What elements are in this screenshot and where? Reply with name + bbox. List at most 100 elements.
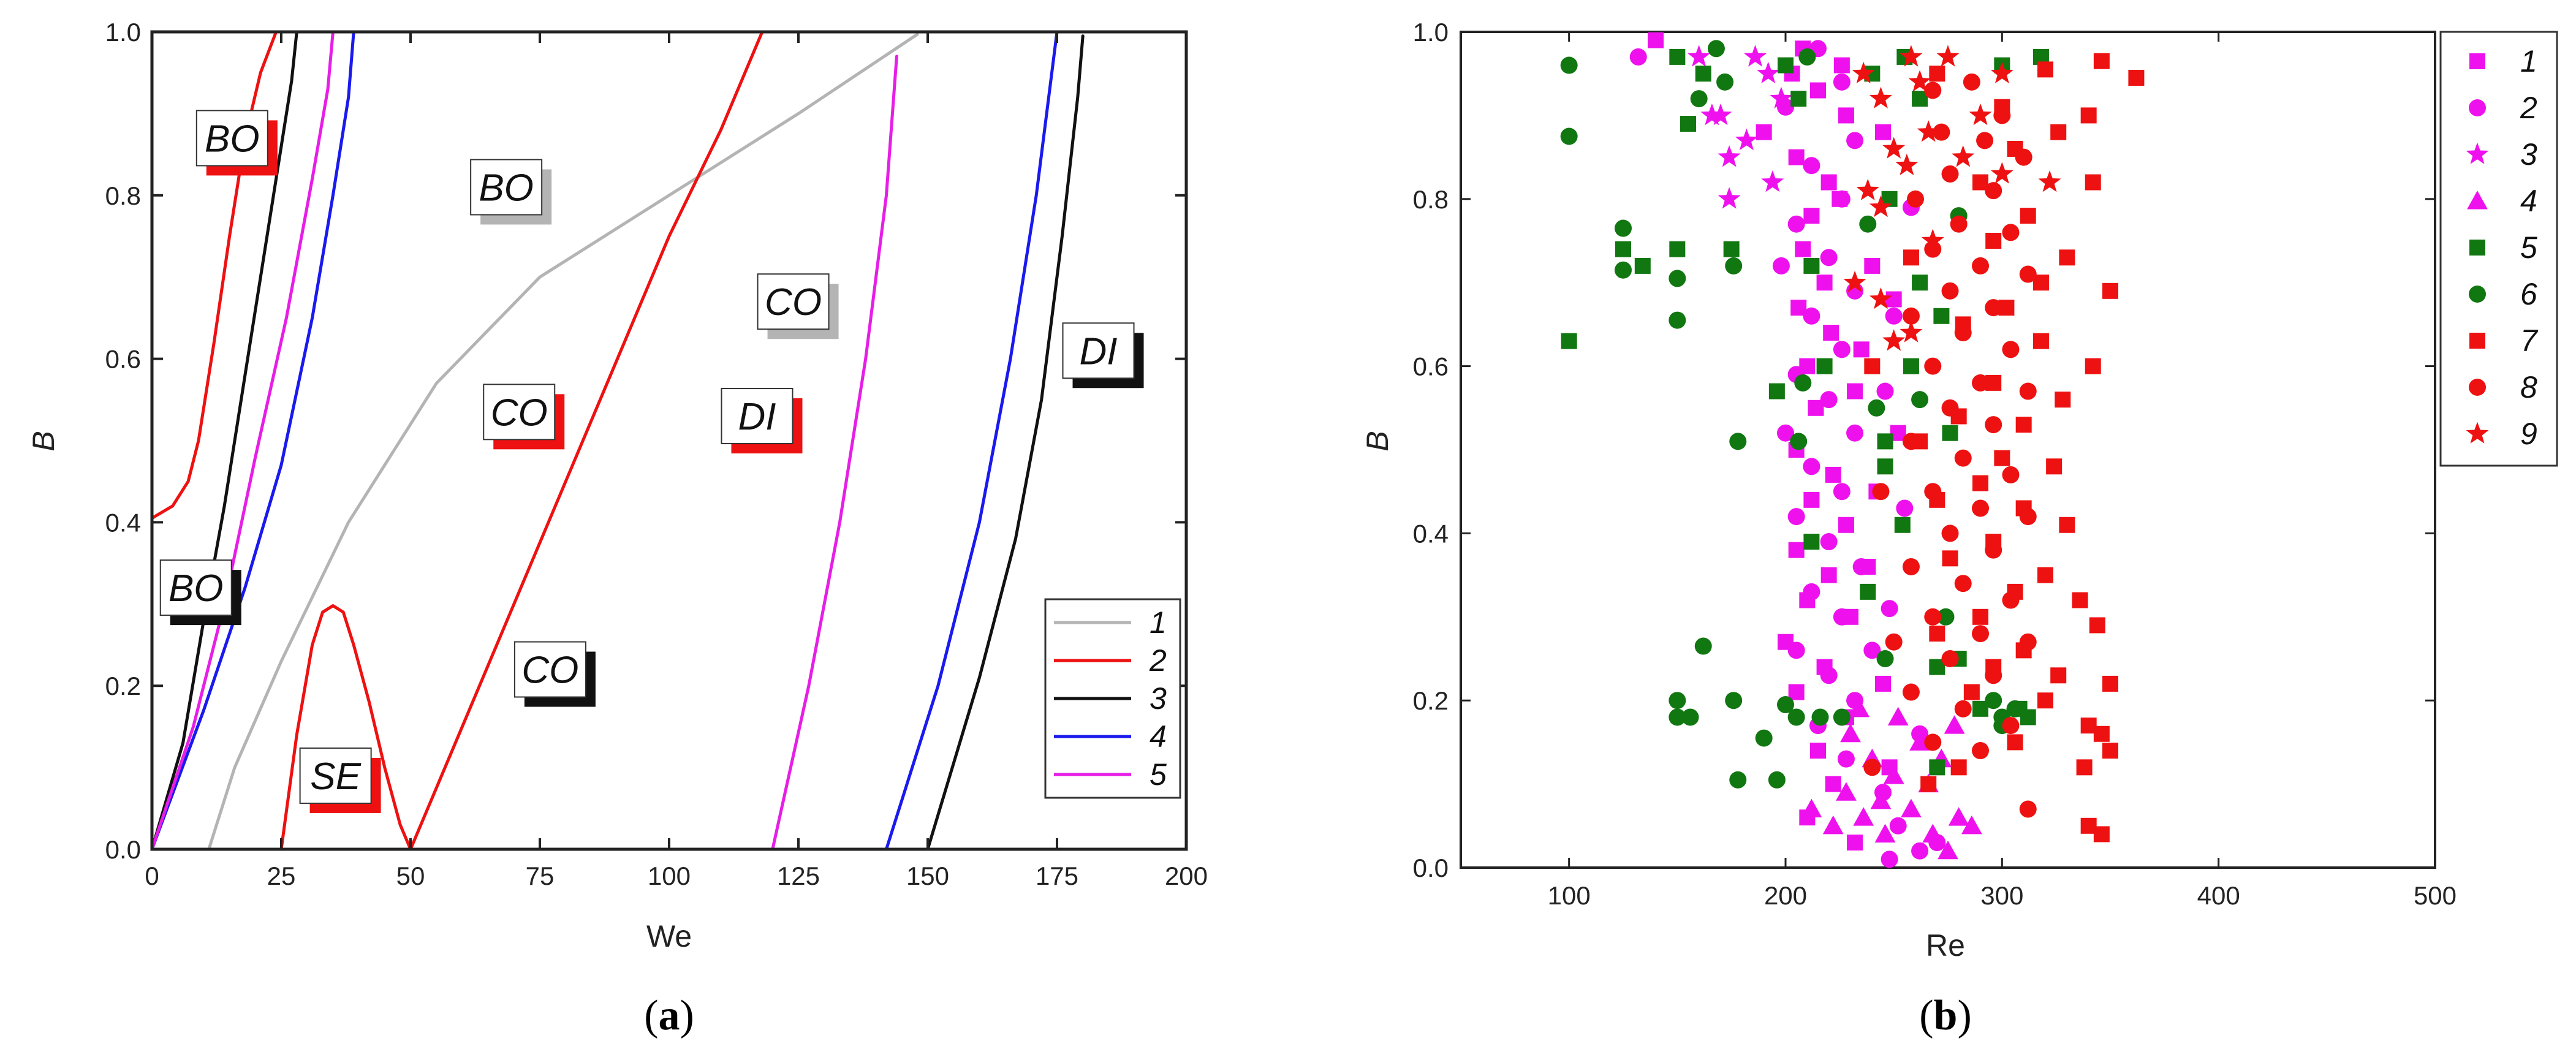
series-7-point [1903, 249, 1919, 266]
series-9-point [1990, 162, 2013, 184]
series-2-point [1885, 307, 1903, 325]
series-7-point [2128, 70, 2145, 86]
series-2-point [1820, 391, 1838, 409]
series-6-point [1798, 48, 1816, 66]
panel-b-x-tick-label: 500 [2414, 881, 2457, 910]
region-label-text: BO [169, 567, 224, 610]
region-label-box [470, 159, 543, 216]
series-7-point [2093, 826, 2110, 843]
series-6-point [1937, 608, 1955, 626]
series-8-point [1972, 257, 1989, 275]
series-2-point [1911, 842, 1929, 860]
series-2-point [1833, 483, 1851, 501]
panel-b-y-tick-label: 0.8 [1413, 185, 1449, 214]
series-7-point [1929, 66, 1945, 82]
region-label-text: SE [310, 756, 361, 798]
region-label-se: SE [299, 747, 381, 813]
series-1-line [207, 32, 919, 849]
series-7-point [2059, 517, 2075, 533]
region-label-box [757, 273, 830, 330]
series-2-line [409, 32, 764, 849]
series-2-point [1803, 157, 1820, 175]
legend-marker-9 [2466, 422, 2489, 444]
series-8-point [1972, 625, 1989, 643]
series-3-point [1757, 61, 1780, 83]
series-2-point [1787, 215, 1805, 233]
region-label-bo: BO [470, 159, 552, 225]
series-8-point [2002, 591, 2020, 609]
panel-a-y-tick-label: 0.6 [105, 345, 141, 374]
series-7-point [2080, 107, 2097, 124]
series-2-point [1863, 642, 1881, 659]
panel-a-y-tick-label: 0.0 [105, 835, 141, 864]
series-6-point [1787, 708, 1805, 726]
series-1-point [1847, 835, 1863, 851]
series-8-point [1976, 132, 1994, 150]
series-2-point [1833, 608, 1851, 626]
legend-label-3: 3 [1150, 681, 1167, 716]
series-6-point [1716, 73, 1734, 91]
series-2-point [1787, 642, 1805, 659]
panel-a-x-tick-label: 25 [267, 862, 296, 890]
panel-b-y-tick-label: 0.4 [1413, 519, 1449, 548]
series-4-point [1853, 807, 1874, 826]
legend-label-1: 1 [1150, 605, 1167, 640]
panel-b-x-axis-title: Re [1926, 928, 1965, 963]
series-8-point [2019, 382, 2037, 400]
panel-a-caption: (a) [644, 992, 694, 1039]
legend-label-8: 8 [2520, 370, 2537, 404]
series-6-point [1777, 696, 1794, 714]
series-2-line [279, 604, 412, 849]
series-4-point [1887, 706, 1909, 725]
series-4-point [1901, 798, 1922, 818]
series-6-point [1833, 708, 1851, 726]
series-1-point [1864, 257, 1881, 274]
panel-b-x-tick-label: 300 [1980, 881, 2023, 910]
panel-a-y-tick-label: 0.8 [105, 181, 141, 210]
series-8-point [1924, 81, 1942, 99]
series-6-point [1560, 56, 1578, 74]
series-2-point [1833, 341, 1851, 358]
series-5-point [1561, 333, 1577, 349]
series-3-point [1709, 103, 1732, 126]
series-2-point [1772, 257, 1790, 275]
series-7-point [1972, 608, 1988, 625]
series-8-point [1902, 558, 1920, 575]
series-6-point [1694, 637, 1712, 655]
series-9-point [1843, 270, 1866, 292]
series-8-point [1954, 324, 1972, 342]
panel-a-frame [150, 30, 1188, 851]
series-6-point [1729, 771, 1747, 789]
region-label-text: DI [1080, 330, 1118, 373]
series-7-point [1920, 776, 1937, 792]
region-label-text: BO [479, 167, 534, 209]
legend-label-3: 3 [2520, 137, 2537, 172]
region-label-co: CO [757, 273, 839, 339]
panel-a-x-tick-label: 150 [906, 862, 949, 890]
legend-label-4: 4 [2520, 184, 2537, 218]
panel-a-x-tick-label: 50 [396, 862, 425, 890]
series-8-point [1985, 182, 2002, 200]
series-5-point [1723, 241, 1740, 257]
region-label-box [299, 747, 372, 804]
series-8-point [1863, 759, 1881, 776]
legend-label-2: 2 [1149, 643, 1167, 678]
series-6-point [1669, 270, 1686, 287]
series-6-point [1911, 391, 1929, 409]
series-7-point [2089, 617, 2105, 634]
series-7-point [2055, 392, 2071, 408]
series-5-point [1669, 48, 1686, 65]
panel-b-y-tick-label: 0.6 [1413, 352, 1449, 381]
panel-b-legend-box [2439, 31, 2558, 467]
series-4-point [1870, 790, 1892, 809]
series-7-point [2102, 282, 2118, 299]
series-5-point [1860, 583, 1876, 600]
series-4-point [1874, 824, 1896, 843]
series-5-line [152, 32, 335, 849]
legend-label-5: 5 [1150, 757, 1167, 792]
series-8-point [1902, 433, 1920, 450]
legend-marker-4 [2467, 191, 2488, 210]
panel-a-caption-letter: a [659, 992, 680, 1039]
series-6-point [1669, 692, 1686, 710]
